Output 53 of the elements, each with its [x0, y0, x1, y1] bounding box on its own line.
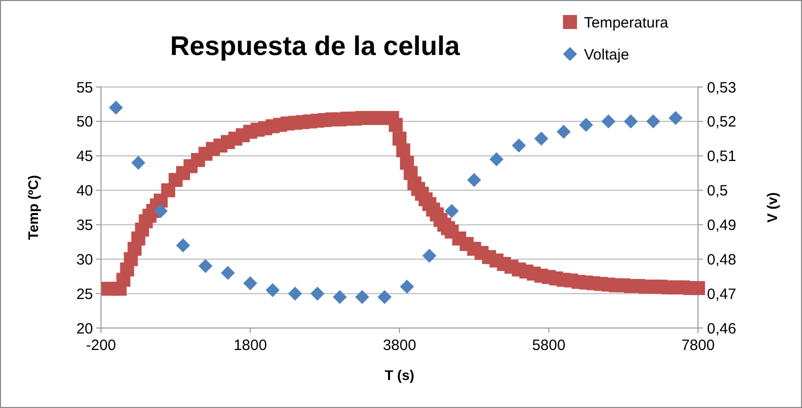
- y-axis-title: Temp (ºC): [25, 175, 41, 240]
- y-tick-label: 20: [76, 320, 93, 338]
- y-tick-label: 35: [76, 216, 93, 234]
- point: [512, 138, 526, 153]
- point: [422, 248, 436, 263]
- point: [243, 276, 258, 290]
- point: [601, 114, 616, 128]
- y-tick-label: 55: [76, 79, 93, 96]
- legend-label: Temperatura: [584, 14, 669, 32]
- y2-tick-label: 0,52: [707, 114, 736, 131]
- legend-label: Voltaje: [584, 46, 630, 64]
- point: [534, 132, 548, 146]
- point: [624, 114, 638, 128]
- point: [176, 238, 190, 252]
- chart-title: Respuesta de la celula: [170, 31, 461, 61]
- y2-tick-label: 0,51: [707, 148, 736, 166]
- x-tick-label: -200: [86, 337, 116, 354]
- point: [378, 290, 392, 304]
- point: [266, 283, 280, 298]
- x-tick-label: 7800: [681, 337, 715, 354]
- point: [444, 204, 459, 218]
- point: [355, 290, 370, 304]
- x-tick-label: 3800: [382, 337, 416, 354]
- y-tick-label: 30: [76, 251, 93, 268]
- point: [400, 280, 414, 294]
- point: [108, 100, 123, 115]
- y2-tick-label: 0,53: [707, 79, 736, 96]
- point: [646, 114, 660, 128]
- point: [288, 286, 302, 301]
- y2-tick-label: 0,48: [707, 251, 736, 268]
- point: [154, 204, 168, 218]
- x-tick-label: 5800: [532, 337, 566, 354]
- point: [490, 152, 504, 166]
- y2-tick-label: 0,49: [707, 216, 736, 234]
- y-tick-label: 25: [76, 286, 93, 303]
- x-tick-label: 1800: [234, 337, 267, 354]
- point: [220, 266, 235, 280]
- y-tick-label: 45: [76, 148, 93, 166]
- point: [332, 290, 347, 304]
- y2-tick-label: 0,5: [707, 182, 728, 200]
- point: [668, 110, 683, 125]
- y2-axis-title: V (v): [764, 192, 780, 223]
- point: [198, 259, 212, 274]
- point: [579, 118, 594, 132]
- point: [556, 124, 571, 139]
- x-axis-title: T (s): [384, 367, 414, 383]
- y-tick-label: 50: [76, 114, 93, 131]
- point: [310, 286, 324, 301]
- point: [131, 156, 146, 170]
- y2-tick-label: 0,46: [707, 320, 736, 338]
- y-tick-label: 40: [76, 182, 93, 200]
- y2-tick-label: 0,47: [707, 286, 736, 303]
- point: [467, 172, 482, 187]
